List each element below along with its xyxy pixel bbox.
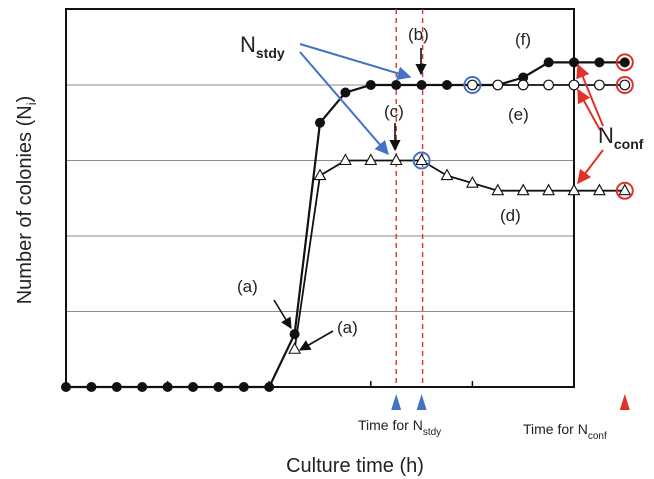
data-point-filled-circle [111,382,122,392]
reference-lines [395,9,424,387]
data-point-open-triangle [288,342,302,354]
arrow-a-filled [273,299,292,329]
n-stdy-highlight-ring [412,151,431,170]
series-line-triangle [293,159,625,350]
label-n-conf: Nconf [598,123,644,152]
data-point-open-triangle [364,153,378,166]
label-time-conf: Time for Nconf [523,421,607,442]
data-point-open-triangle [491,183,505,196]
data-point-filled-circle [238,382,249,392]
data-point-open-triangle [338,153,352,166]
annotation-labels: (a) (a) (b) (c) (d) (e) (f) Nstdy Nconf … [237,25,644,442]
data-point-filled-circle [391,80,402,90]
x-axis-ticks [166,381,630,410]
data-point-filled-circle [365,80,376,90]
y-axis-label: Number of colonies (Ni) [14,96,39,305]
arrow-n-conf-2 [577,88,601,131]
arrow-n-conf-1 [576,63,604,127]
data-point-open-triangle [440,168,454,181]
data-point-open-triangle [542,183,556,196]
n-stdy-highlight-ring [463,76,482,94]
label-f: (f) [515,30,531,49]
data-point-filled-circle [340,87,351,98]
data-point-open-triangle [465,176,479,188]
n-conf-highlight-ring [615,76,634,94]
label-e: (e) [508,105,529,124]
data-point-open-circle [467,79,478,91]
data-point-filled-circle [543,57,554,68]
data-point-filled-circle [416,80,427,90]
data-point-filled-circle [442,80,452,90]
data-point-filled-circle [188,382,198,392]
data-point-open-circle [594,79,605,91]
label-c: (c) [384,102,404,121]
markers [61,57,632,392]
data-point-open-triangle [415,153,429,166]
data-point-open-triangle [389,153,403,166]
data-point-filled-circle [315,117,325,128]
series-line-filled [66,61,625,389]
data-point-filled-circle [137,382,148,392]
n-conf-highlight-ring [615,181,634,200]
arrow-n-conf-3 [577,149,604,185]
label-n-stdy: Nstdy [240,32,285,61]
data-point-filled-circle [86,382,97,392]
data-point-filled-circle [61,382,71,392]
data-point-open-circle [517,79,529,91]
label-d: (d) [500,206,521,225]
data-point-open-triangle [313,168,327,181]
label-time-stdy: Time for Nstdy [358,417,441,438]
data-point-open-triangle [618,183,632,196]
data-point-open-circle [619,79,631,91]
time-stdy-marker [416,394,427,410]
label-b: (b) [408,25,429,44]
time-conf-marker [619,394,630,410]
plot-frame [65,8,575,388]
arrow-a-triangle [299,330,334,351]
arrow-n-stdy-lower [299,51,389,156]
data-point-filled-circle [213,382,224,392]
label-a-filled: (a) [237,277,258,296]
label-a-triangle: (a) [337,318,358,337]
data-point-filled-circle [594,57,605,68]
data-point-open-triangle [567,183,581,196]
annotation-arrows [273,43,604,351]
x-axis-label: Culture time (h) [286,455,424,477]
data-point-open-circle [543,79,554,91]
time-stdy-marker [391,394,402,410]
series [66,61,625,389]
data-point-filled-circle [162,382,173,392]
data-point-open-triangle [516,183,530,196]
data-point-filled-circle [289,329,300,340]
highlights [412,53,634,200]
n-conf-highlight-ring [615,53,634,72]
data-point-open-circle [568,79,580,91]
data-point-filled-circle [264,382,275,392]
data-point-open-triangle [592,183,606,196]
data-point-filled-circle [619,57,630,68]
data-point-filled-circle [518,72,529,83]
data-point-open-circle [492,79,504,91]
arrow-n-stdy-upper [299,43,412,81]
